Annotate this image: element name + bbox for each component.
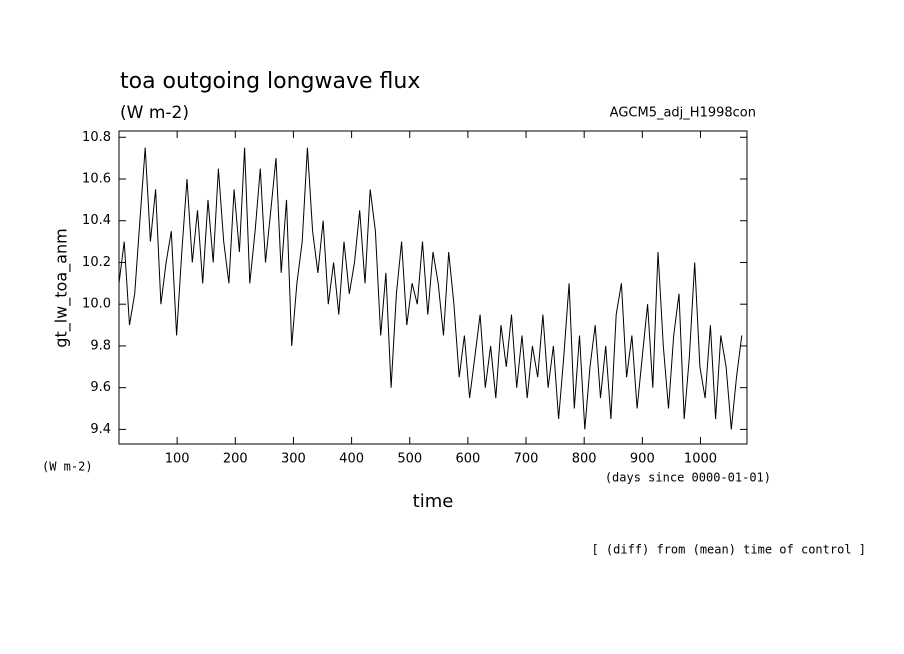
plot-frame — [118, 130, 748, 445]
x-tick-label: 100 — [165, 452, 190, 467]
y-tick-label: 10.6 — [82, 171, 111, 186]
x-tick-label: 800 — [572, 452, 597, 467]
x-tick-label: 200 — [223, 452, 248, 467]
y-tick-label: 9.4 — [90, 422, 111, 437]
run-label: AGCM5_adj_H1998con — [610, 106, 756, 121]
x-tick-label: 400 — [339, 452, 364, 467]
y-axis-label: gt_lw_toa_anm — [52, 228, 72, 347]
x-axis-label: time — [413, 491, 454, 512]
x-tick-label: 500 — [397, 452, 422, 467]
x-tick-label: 700 — [514, 452, 539, 467]
y-tick-label: 10.4 — [82, 213, 111, 228]
x-unit: (days since 0000-01-01) — [605, 471, 771, 485]
x-tick-label: 600 — [455, 452, 480, 467]
y-unit: (W m-2) — [42, 460, 93, 474]
x-tick-label: 1000 — [684, 452, 717, 467]
x-tick-label: 900 — [630, 452, 655, 467]
chart-title: toa outgoing longwave flux — [120, 69, 420, 94]
footer: [ (diff) from (mean) time of control ] — [591, 543, 866, 557]
x-tick-label: 300 — [281, 452, 306, 467]
subtitle: (W m-2) — [120, 103, 189, 123]
y-tick-label: 10.8 — [82, 130, 111, 145]
y-tick-label: 9.8 — [90, 338, 111, 353]
y-tick-label: 9.6 — [90, 380, 111, 395]
data-line — [118, 147, 743, 430]
y-tick-label: 10.0 — [82, 297, 111, 312]
y-tick-label: 10.2 — [82, 255, 111, 270]
